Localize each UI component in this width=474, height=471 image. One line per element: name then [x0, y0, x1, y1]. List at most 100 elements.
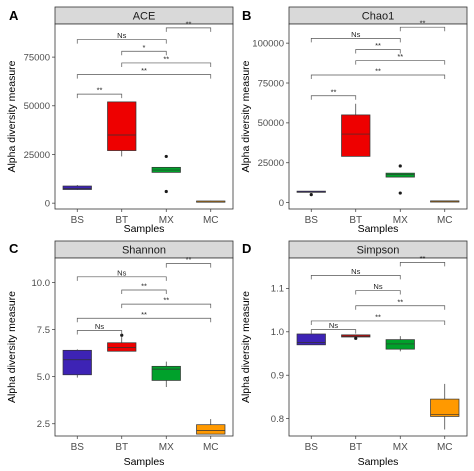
x-tick-label: BS: [71, 442, 85, 453]
significance-bracket: Ns: [310, 267, 401, 280]
bracket-line: [76, 93, 123, 99]
box-bs: [296, 190, 326, 197]
bracket-line: [355, 290, 401, 295]
y-tick-label: 0: [279, 198, 284, 209]
facet-title: Chao1: [362, 11, 394, 23]
significance-bracket: Ns: [76, 268, 167, 281]
y-tick-label: 50000: [258, 118, 284, 129]
y-tick-label: 1.1: [271, 284, 284, 295]
x-tick-label: MC: [203, 215, 219, 226]
bracket-line: [399, 26, 446, 32]
box-mx: [385, 336, 415, 352]
x-tick-label: MC: [203, 442, 219, 453]
significance-bracket: **: [76, 86, 123, 99]
bracket-line: [121, 289, 167, 295]
significance-bracket: Ns: [310, 321, 357, 334]
box-mx: [151, 361, 181, 388]
significance-bracket: **: [121, 296, 212, 309]
x-tick-label: MX: [159, 215, 174, 226]
bracket-line: [165, 27, 212, 32]
bracket-line: [399, 261, 446, 267]
x-axis-title: Samples: [358, 223, 399, 235]
y-tick-label: 0: [45, 198, 50, 209]
outlier-point: [120, 333, 124, 337]
significance-label: **: [141, 66, 147, 75]
box-bt: [107, 333, 137, 352]
bracket-line: [310, 275, 401, 280]
y-tick-label: 75000: [24, 52, 50, 63]
significance-bracket: **: [310, 67, 446, 80]
x-axis-title: Samples: [124, 223, 165, 235]
box-body: [196, 424, 226, 435]
bracket-line: [76, 39, 167, 44]
significance-bracket: **: [76, 310, 212, 323]
significance-label: **: [420, 254, 426, 263]
box-mx: [151, 154, 181, 194]
significance-label: **: [186, 255, 192, 264]
bracket-line: [310, 320, 446, 325]
panel-letter: D: [242, 241, 251, 256]
facet-title: Shannon: [122, 245, 166, 257]
significance-bracket: **: [355, 297, 446, 310]
bracket-line: [355, 60, 446, 65]
x-tick-label: BS: [305, 442, 319, 453]
panel-letter: B: [242, 8, 251, 23]
panel-d: D Simpson 0.8 0.9 1.0 1.1 BS BT MX MC Samples Alpha…: [240, 240, 468, 468]
bracket-line: [121, 50, 167, 56]
bracket-line: [310, 329, 357, 334]
significance-bracket: **: [399, 254, 446, 267]
significance-label: **: [331, 87, 337, 96]
x-tick-label: MC: [437, 442, 453, 453]
panel-letter: A: [9, 8, 19, 23]
outlier-point: [164, 189, 168, 194]
bracket-line: [165, 263, 212, 268]
plot-area: [54, 257, 234, 437]
box-body: [62, 185, 92, 190]
significance-bracket: **: [355, 52, 446, 65]
box-mc: [430, 383, 460, 430]
significance-bracket: **: [121, 282, 167, 295]
y-tick-label: 0.9: [271, 371, 284, 382]
y-tick-label: 1.0: [271, 327, 284, 338]
y-axis-title: Alpha diversity measure: [240, 291, 252, 403]
significance-bracket: **: [121, 54, 212, 67]
y-tick-label: 25000: [24, 150, 50, 161]
y-tick-label: 5.0: [37, 372, 50, 383]
x-tick-label: BT: [349, 215, 362, 226]
bracket-line: [76, 330, 123, 335]
bracket-line: [76, 317, 212, 323]
x-tick-label: BS: [305, 215, 319, 226]
y-tick-label: 10.0: [32, 278, 51, 289]
significance-bracket: **: [165, 255, 212, 268]
box-mc: [196, 200, 226, 203]
x-tick-label: MX: [393, 442, 408, 453]
x-tick-label: MX: [159, 442, 174, 453]
box-body: [385, 339, 415, 350]
y-tick-label: 75000: [258, 78, 284, 89]
x-tick-label: MX: [393, 215, 408, 226]
significance-label: **: [97, 86, 103, 95]
box-mc: [430, 200, 460, 203]
panel-c: C Shannon 2.5 5.0 7.5 10.0 BS BT MX MC Samples Alph…: [6, 240, 234, 468]
box-bt: [341, 334, 371, 340]
significance-bracket: **: [76, 66, 212, 79]
y-tick-label: 100000: [252, 38, 284, 49]
bracket-line: [121, 62, 212, 67]
significance-bracket: **: [355, 41, 401, 54]
bracket-line: [121, 303, 212, 309]
significance-label: *: [143, 43, 146, 52]
box-body: [107, 101, 137, 151]
significance-label: **: [375, 67, 381, 76]
significance-bracket: **: [310, 87, 357, 100]
significance-label: Ns: [117, 31, 126, 40]
box-body: [385, 172, 415, 178]
significance-label: **: [163, 54, 169, 63]
significance-bracket: Ns: [76, 322, 123, 335]
plot-area: [288, 23, 468, 210]
box-body: [107, 342, 137, 352]
box-mc: [196, 419, 226, 435]
y-tick-label: 50000: [24, 101, 50, 112]
significance-label: **: [375, 41, 381, 50]
x-tick-label: MC: [437, 215, 453, 226]
significance-label: **: [397, 297, 403, 306]
